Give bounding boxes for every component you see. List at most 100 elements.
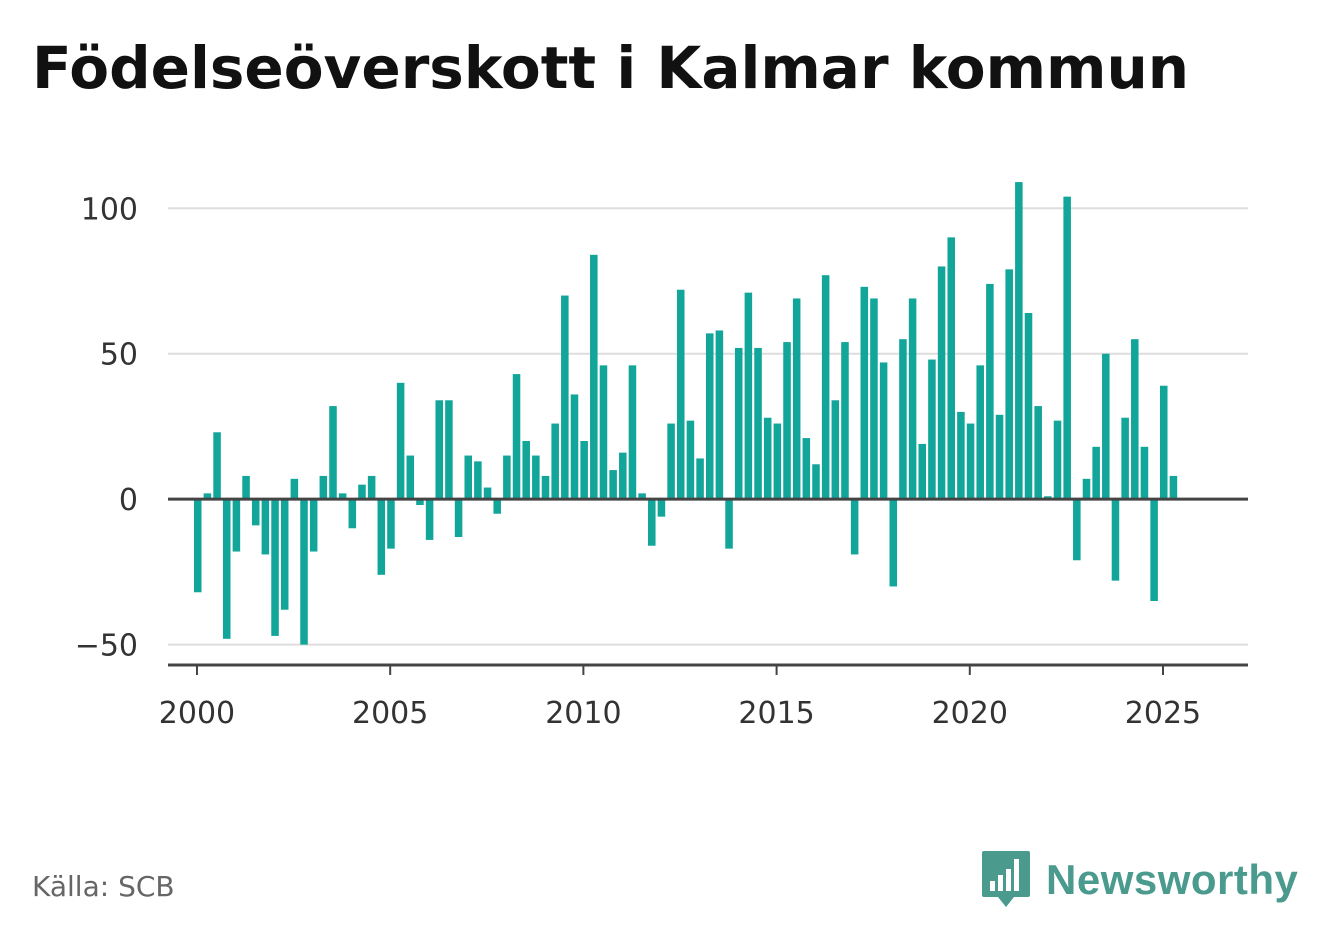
bar xyxy=(1082,478,1091,500)
bar xyxy=(1102,353,1110,500)
bar xyxy=(445,400,453,500)
bar xyxy=(329,406,337,500)
bar xyxy=(590,254,598,500)
bar xyxy=(870,298,878,500)
bar xyxy=(638,493,646,500)
y-tick-label: 50 xyxy=(100,338,138,373)
y-tick-label: 0 xyxy=(119,483,138,518)
newsworthy-logo[interactable]: Newsworthy xyxy=(980,848,1298,912)
bar xyxy=(1034,406,1042,500)
bar xyxy=(541,475,550,500)
bar xyxy=(348,499,357,529)
bar xyxy=(1005,269,1013,500)
bar xyxy=(705,333,714,500)
bar xyxy=(1121,417,1129,500)
bar xyxy=(986,283,994,500)
bar xyxy=(754,347,762,500)
bar xyxy=(290,478,299,500)
bar xyxy=(377,499,386,575)
bar xyxy=(1015,182,1023,500)
bar xyxy=(522,441,530,500)
bar xyxy=(435,400,444,500)
bar xyxy=(483,487,492,500)
bar xyxy=(271,499,279,636)
bar xyxy=(812,464,820,500)
bar xyxy=(1073,499,1081,561)
bar xyxy=(1092,446,1100,500)
bar xyxy=(532,455,540,500)
x-axis xyxy=(168,663,1248,675)
bar xyxy=(802,438,811,500)
bar xyxy=(783,342,791,500)
bar xyxy=(280,499,289,610)
bar xyxy=(1053,420,1062,500)
bar xyxy=(396,382,405,500)
bar-chart: 100 50 0 −50 2000 2005 2010 2015 2020 2025 xyxy=(75,182,1248,731)
bar xyxy=(648,499,656,546)
bar xyxy=(725,499,733,549)
bar xyxy=(319,475,328,500)
bar xyxy=(203,493,212,500)
bar xyxy=(251,499,260,526)
x-tick-label: 2015 xyxy=(738,696,814,731)
bar xyxy=(503,455,511,500)
bar xyxy=(734,347,743,500)
bar xyxy=(580,441,588,500)
bar xyxy=(966,423,975,500)
bar xyxy=(715,330,724,500)
bar xyxy=(619,452,627,500)
bar xyxy=(667,423,675,500)
bar xyxy=(628,365,637,500)
x-tick-label: 2020 xyxy=(932,696,1008,731)
bar xyxy=(1160,385,1168,500)
bar xyxy=(425,499,434,540)
bar xyxy=(831,400,840,500)
bar xyxy=(899,339,907,500)
page-title: Födelseöverskott i Kalmar kommun xyxy=(32,34,1190,102)
bar xyxy=(957,411,965,500)
x-tick-label: 2010 xyxy=(545,696,621,731)
bar xyxy=(570,394,579,500)
bar xyxy=(358,484,366,500)
bar xyxy=(474,461,482,500)
bar xyxy=(300,499,308,645)
bar xyxy=(1063,196,1071,500)
bar xyxy=(406,455,415,500)
bar xyxy=(947,237,955,500)
bar xyxy=(454,499,463,537)
bar xyxy=(879,362,888,500)
bar xyxy=(918,443,927,500)
bar xyxy=(744,292,753,500)
brand-name: Newsworthy xyxy=(1046,856,1299,903)
bar xyxy=(1024,313,1033,500)
y-tick-label: −50 xyxy=(75,629,138,664)
bar xyxy=(792,298,801,500)
bar xyxy=(464,455,472,500)
bar xyxy=(1111,499,1120,581)
bar xyxy=(1140,446,1149,500)
bar xyxy=(773,423,782,500)
x-tick-label: 2005 xyxy=(352,696,428,731)
bar xyxy=(309,499,318,552)
bar xyxy=(889,499,898,587)
bar xyxy=(387,499,395,549)
bar xyxy=(213,432,221,500)
bar xyxy=(338,493,347,500)
bar xyxy=(908,298,917,500)
x-tick-label: 2000 xyxy=(159,696,235,731)
bar xyxy=(609,470,617,500)
source-label: Källa: SCB xyxy=(32,870,175,903)
bar xyxy=(821,275,830,500)
bar xyxy=(976,365,984,500)
bar xyxy=(193,499,202,593)
bar xyxy=(657,499,666,517)
newsworthy-logo-icon xyxy=(982,851,1030,907)
bar xyxy=(416,499,424,505)
y-tick-label: 100 xyxy=(81,192,138,227)
bar xyxy=(860,286,869,500)
bar xyxy=(1169,475,1178,500)
bar xyxy=(561,295,569,500)
bar xyxy=(512,374,521,500)
bar xyxy=(763,417,772,500)
bar xyxy=(599,365,608,500)
